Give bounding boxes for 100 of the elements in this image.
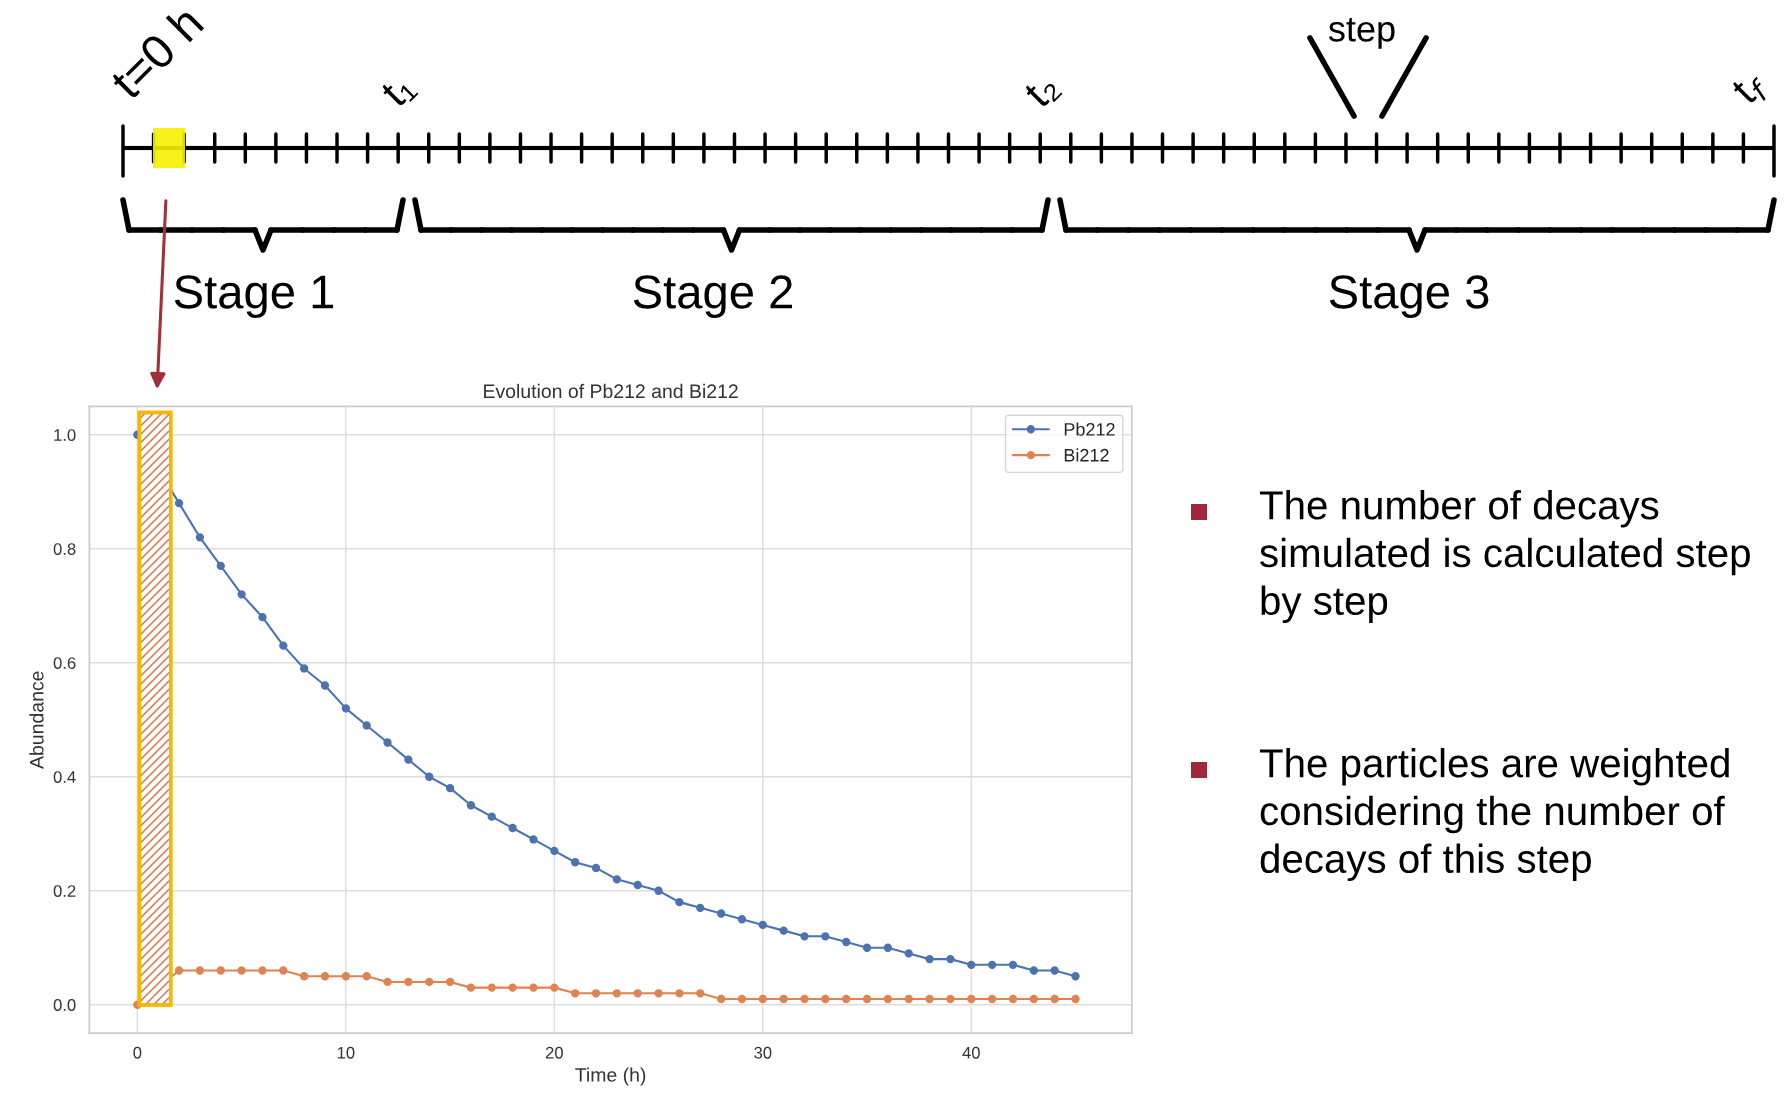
point bbox=[570, 989, 580, 998]
text: The number of decays simulated is calculated step by step bbox=[1259, 490, 1750, 624]
text: Stage 2 bbox=[633, 275, 793, 319]
text: Stage 3 bbox=[1329, 275, 1489, 319]
point bbox=[925, 994, 934, 1004]
y-tick-label: 0.0 bbox=[53, 999, 76, 1011]
point bbox=[550, 846, 559, 855]
point bbox=[862, 943, 872, 952]
point bbox=[216, 561, 225, 571]
point bbox=[737, 994, 747, 1004]
point bbox=[383, 977, 392, 987]
point bbox=[529, 835, 538, 844]
point bbox=[487, 983, 496, 992]
point bbox=[904, 949, 913, 958]
point bbox=[195, 533, 205, 542]
point bbox=[696, 989, 705, 998]
point bbox=[862, 994, 872, 1004]
text: t$_{f}$ bbox=[1730, 68, 1773, 111]
point bbox=[550, 983, 559, 992]
point bbox=[362, 721, 371, 730]
point bbox=[1050, 994, 1059, 1004]
point bbox=[904, 994, 913, 1004]
point bbox=[987, 960, 997, 969]
chart-title: Evolution of Pb212 and Bi212 bbox=[484, 383, 738, 399]
point bbox=[633, 989, 642, 998]
point bbox=[675, 897, 684, 907]
point bbox=[1008, 960, 1018, 969]
point bbox=[508, 823, 517, 833]
point bbox=[591, 863, 601, 873]
point bbox=[258, 966, 267, 975]
y-tick-label: 0.6 bbox=[53, 657, 76, 669]
point bbox=[779, 994, 788, 1004]
point bbox=[279, 966, 288, 975]
point bbox=[383, 738, 392, 747]
point bbox=[758, 920, 767, 930]
text: step bbox=[1328, 17, 1395, 49]
x-tick-label: 40 bbox=[962, 1046, 980, 1059]
point bbox=[967, 960, 976, 969]
x-tick-label: 20 bbox=[545, 1046, 563, 1059]
point bbox=[612, 875, 622, 884]
point bbox=[883, 943, 893, 952]
legend-label: Pb212 bbox=[1064, 422, 1115, 436]
point bbox=[633, 880, 642, 890]
point bbox=[445, 783, 455, 793]
point bbox=[737, 915, 747, 924]
point bbox=[842, 937, 851, 947]
point bbox=[529, 983, 538, 992]
y-tick-label: 1.0 bbox=[54, 429, 76, 441]
point bbox=[237, 590, 246, 599]
x-tick-label: 0 bbox=[133, 1046, 142, 1059]
text: The particles are weighted considering the number of decays of this step bbox=[1259, 748, 1729, 882]
point bbox=[487, 812, 496, 821]
legend-label: Bi212 bbox=[1064, 448, 1109, 462]
point bbox=[320, 972, 330, 981]
point bbox=[675, 989, 684, 998]
x-tick-label: 10 bbox=[337, 1046, 355, 1059]
point bbox=[445, 977, 455, 987]
point bbox=[1029, 966, 1038, 975]
point bbox=[341, 704, 350, 713]
y-axis-title: Abundance bbox=[29, 671, 44, 769]
point bbox=[716, 994, 726, 1004]
text: t=0 h bbox=[107, 4, 205, 102]
point bbox=[946, 994, 955, 1004]
point bbox=[466, 983, 476, 992]
point bbox=[654, 886, 663, 895]
point bbox=[821, 932, 830, 941]
point bbox=[174, 498, 184, 508]
x-tick-label: 30 bbox=[754, 1046, 772, 1059]
point bbox=[591, 989, 601, 998]
point bbox=[821, 994, 830, 1004]
point bbox=[258, 612, 267, 622]
point bbox=[1050, 966, 1059, 975]
y-tick-label: 0.4 bbox=[53, 771, 76, 783]
point bbox=[1029, 994, 1038, 1004]
point bbox=[696, 903, 705, 912]
point bbox=[425, 772, 434, 781]
point bbox=[1071, 994, 1080, 1004]
point bbox=[404, 977, 413, 987]
point bbox=[779, 926, 788, 935]
point bbox=[883, 994, 893, 1004]
point bbox=[946, 954, 955, 964]
point bbox=[758, 994, 767, 1004]
point bbox=[174, 966, 184, 975]
y-tick-label: 0.8 bbox=[53, 543, 76, 555]
point bbox=[299, 664, 309, 673]
point bbox=[404, 755, 413, 764]
point bbox=[1071, 972, 1080, 981]
point bbox=[195, 966, 205, 975]
point bbox=[508, 983, 517, 992]
point bbox=[1008, 994, 1018, 1004]
text: t₂ bbox=[1023, 72, 1063, 112]
point bbox=[320, 681, 330, 690]
point bbox=[341, 972, 350, 981]
point bbox=[925, 954, 934, 964]
point bbox=[362, 972, 371, 981]
point bbox=[800, 994, 809, 1004]
point bbox=[612, 989, 622, 998]
point bbox=[216, 966, 225, 975]
point bbox=[466, 801, 476, 810]
point bbox=[570, 858, 580, 867]
